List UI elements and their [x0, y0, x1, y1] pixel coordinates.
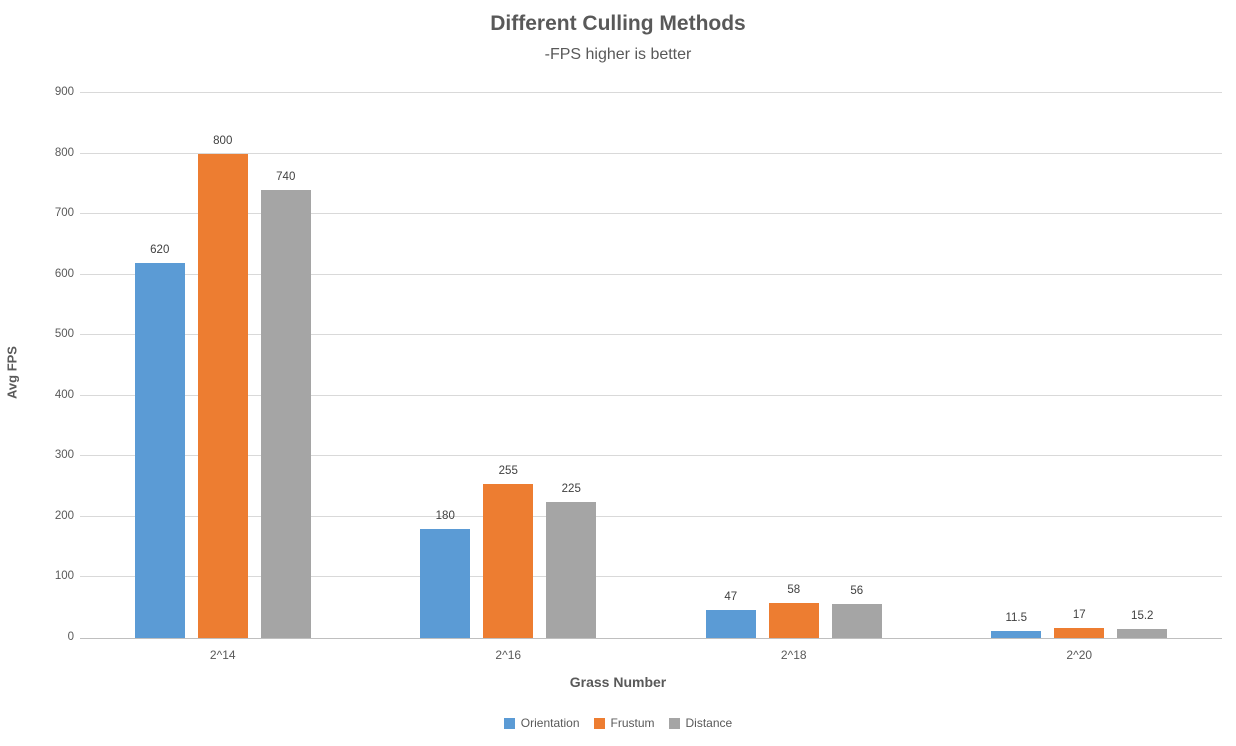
- y-tick-label: 800: [54, 146, 74, 159]
- gridline: [80, 455, 1222, 457]
- bar: [991, 631, 1042, 638]
- bar-value-label: 15.2: [1131, 610, 1154, 622]
- bar-value-label: 47: [724, 591, 738, 603]
- bar-value-label: 180: [435, 510, 455, 522]
- bar-value-label: 11.5: [1005, 612, 1028, 624]
- bar-value-label: 740: [276, 171, 296, 183]
- bar: [768, 603, 819, 638]
- bar-value-label: 17: [1072, 609, 1086, 621]
- bar: [260, 190, 311, 638]
- bar: [705, 610, 756, 638]
- legend-swatch-icon: [668, 717, 680, 729]
- legend-label: Frustum: [610, 716, 655, 730]
- bar-value-label: 56: [850, 585, 864, 597]
- y-tick-label: 0: [67, 631, 74, 643]
- legend-label: Orientation: [520, 716, 580, 730]
- bar: [420, 529, 471, 638]
- bar-value-label: 225: [561, 483, 581, 495]
- x-axis-title: Grass Number: [569, 674, 667, 690]
- legend-swatch-icon: [593, 717, 605, 729]
- x-tick-label: 2^18: [780, 648, 807, 662]
- legend: Orientation Frustum Distance: [0, 716, 1236, 730]
- bar: [546, 502, 597, 638]
- y-tick-label: 300: [54, 449, 74, 462]
- x-tick-label: 2^14: [209, 648, 236, 662]
- gridline: [80, 152, 1222, 154]
- bar: [197, 154, 248, 638]
- gridline: [80, 213, 1222, 215]
- bar: [1054, 628, 1105, 638]
- y-tick-label: 600: [54, 267, 74, 280]
- plot-area: 620 800 740 180 255 225 47 58 56 11.5 17 15.2: [80, 92, 1222, 639]
- y-tick-label: 200: [54, 509, 74, 522]
- chart-subtitle: -FPS higher is better: [544, 46, 692, 63]
- gridline: [80, 515, 1222, 517]
- legend-item: Frustum: [593, 716, 655, 730]
- bar: [134, 263, 185, 638]
- gridline: [80, 334, 1222, 336]
- y-tick-label: 400: [54, 388, 74, 401]
- bar-value-label: 620: [150, 244, 170, 256]
- gridline: [80, 92, 1222, 93]
- bar: [831, 604, 882, 638]
- y-axis-title: Avg FPS: [4, 346, 20, 399]
- x-tick-label: 2^20: [1066, 648, 1093, 662]
- bar-value-label: 58: [787, 584, 801, 596]
- bar: [483, 484, 534, 638]
- x-axis-line: [80, 638, 1222, 639]
- legend-label: Distance: [685, 716, 733, 730]
- gridline: [80, 394, 1222, 396]
- bar-value-label: 800: [213, 135, 233, 147]
- legend-item: Distance: [668, 716, 733, 730]
- gridline: [80, 576, 1222, 578]
- x-tick-label: 2^16: [495, 648, 522, 662]
- legend-swatch-icon: [503, 717, 515, 729]
- y-tick-label: 700: [54, 207, 74, 220]
- y-tick-label: 500: [54, 328, 74, 341]
- legend-item: Orientation: [503, 716, 580, 730]
- y-tick-label: 100: [54, 570, 74, 583]
- gridline: [80, 273, 1222, 275]
- chart-title: Different Culling Methods: [490, 12, 746, 35]
- y-tick-label: 900: [54, 86, 74, 98]
- bar: [1117, 629, 1168, 638]
- bar-value-label: 255: [498, 465, 518, 477]
